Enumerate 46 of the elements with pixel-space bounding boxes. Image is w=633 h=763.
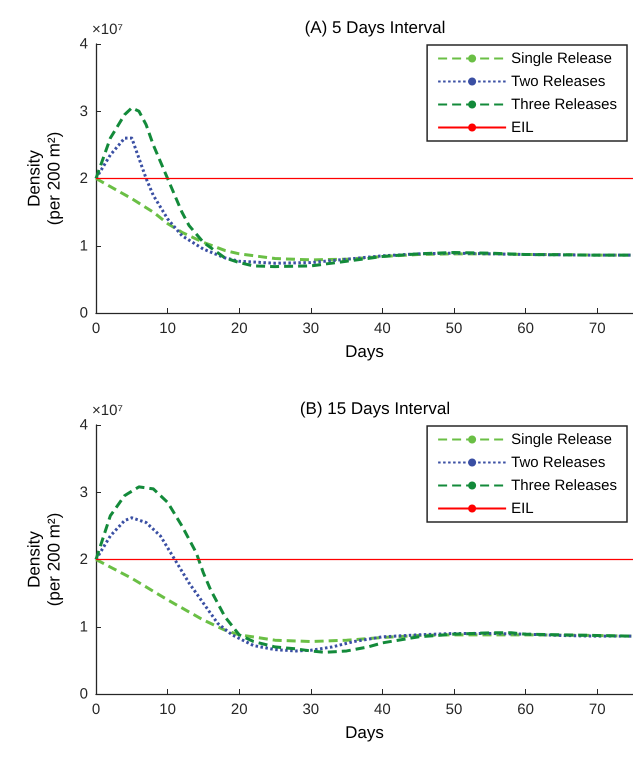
chart-title: (A) 5 Days Interval: [304, 18, 446, 37]
y-tick-label: 2: [80, 551, 88, 568]
chart-title: (B) 15 Days Interval: [300, 399, 450, 418]
x-tick-label: 60: [517, 320, 534, 337]
x-tick-label: 50: [446, 701, 462, 718]
x-tick-label: 10: [159, 320, 176, 337]
y-axis-title: Density (per 200 m²): [24, 512, 64, 606]
x-tick-label: 20: [230, 320, 248, 337]
y-tick-label: 4: [80, 36, 88, 52]
legend-label: Two Releases: [511, 454, 606, 471]
y-tick-label: 1: [80, 237, 88, 254]
y-tick-label: 4: [80, 416, 88, 434]
y-tick-label: 0: [80, 686, 88, 702]
y-tick-label: 3: [80, 102, 88, 120]
legend-label: EIL: [511, 119, 534, 136]
legend-label: Three Releases: [511, 477, 618, 494]
y-tick-label: 0: [80, 304, 88, 322]
x-axis-title: Days: [345, 723, 384, 742]
x-tick-label: 30: [302, 320, 320, 337]
text: ×10⁷: [92, 402, 123, 419]
y-tick-label: 2: [80, 170, 88, 187]
y-tick-label: 1: [80, 618, 88, 636]
legend-label: Single Release: [511, 50, 612, 67]
x-tick-label: 40: [374, 320, 391, 337]
y-tick-label: 3: [80, 484, 88, 501]
legend-label: Three Releases: [511, 96, 618, 113]
x-tick-label: 60: [517, 701, 534, 718]
line-series: [94, 558, 633, 644]
line-series: [94, 516, 633, 652]
x-tick-label: 20: [230, 701, 248, 718]
x-tick-label: 70: [588, 701, 606, 718]
x-tick-label: 10: [159, 701, 176, 718]
legend-label: EIL: [511, 500, 534, 517]
line-series: [94, 177, 633, 262]
x-tick-label: 50: [446, 320, 462, 337]
y-axis-title: Density (per 200 m²): [24, 132, 64, 226]
legend-label: Single Release: [511, 431, 612, 448]
line-series: [94, 136, 633, 265]
x-tick-label: 70: [588, 320, 606, 337]
x-tick-label: 40: [374, 701, 391, 718]
x-tick-label: 0: [92, 320, 100, 337]
x-tick-label: 30: [302, 701, 320, 718]
x-axis-title: Days: [345, 342, 384, 361]
text: ×10⁷: [92, 21, 123, 38]
legend-label: Two Releases: [511, 73, 606, 90]
x-tick-label: 0: [92, 701, 100, 718]
